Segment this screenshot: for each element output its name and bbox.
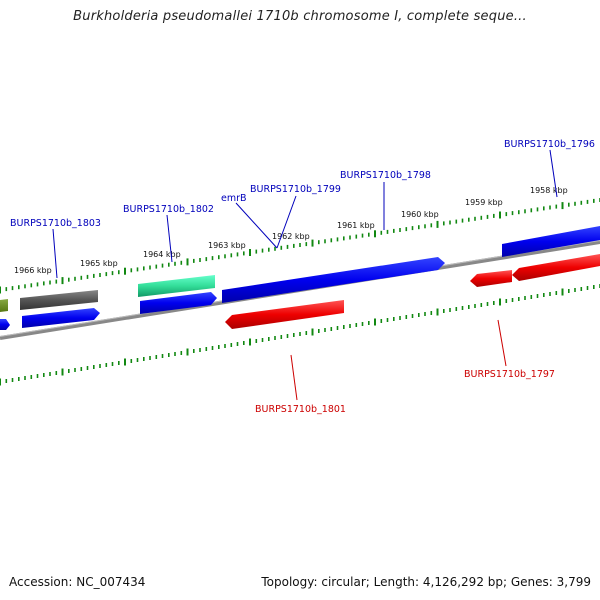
gene-blue-4[interactable] <box>222 257 445 303</box>
gene-teal-emrB-region[interactable] <box>138 275 215 297</box>
kbp-label: 1962 kbp <box>272 232 310 241</box>
gene-olive-left[interactable] <box>0 299 8 312</box>
kbp-label: 1963 kbp <box>208 241 246 250</box>
scale-ticks-lower <box>0 284 600 386</box>
gene-label-1801[interactable]: BURPS1710b_1801 <box>255 404 346 415</box>
gene-gray[interactable] <box>20 290 98 310</box>
gene-label-1802[interactable]: BURPS1710b_1802 <box>123 204 214 215</box>
accession-text: Accession: NC_007434 <box>9 575 146 589</box>
kbp-label: 1958 kbp <box>530 186 568 195</box>
genome-summary-text: Topology: circular; Length: 4,126,292 bp… <box>261 575 591 589</box>
gene-blue-1[interactable] <box>0 319 10 330</box>
gene-label-1799[interactable]: BURPS1710b_1799 <box>250 184 341 195</box>
leader-lines <box>52 149 558 279</box>
gene-label-1796[interactable]: BURPS1710b_1796 <box>504 139 595 150</box>
kbp-label: 1966 kbp <box>14 266 52 275</box>
map-title: Burkholderia pseudomallei 1710b chromoso… <box>73 9 527 24</box>
kbp-label: 1965 kbp <box>80 259 118 268</box>
gene-red-1797[interactable] <box>470 270 512 287</box>
gene-label-emrB[interactable]: emrB <box>221 193 247 204</box>
gene-blue-5[interactable] <box>502 226 600 257</box>
gene-labels: BURPS1710b_1803 BURPS1710b_1802 emrB BUR… <box>10 139 595 415</box>
kbp-label: 1960 kbp <box>401 210 439 219</box>
kbp-label: 1959 kbp <box>465 198 503 207</box>
scale-ticks-upper <box>0 198 600 294</box>
kbp-label: 1964 kbp <box>143 250 181 259</box>
gene-blue-3[interactable] <box>140 292 217 314</box>
gene-label-1798[interactable]: BURPS1710b_1798 <box>340 170 431 181</box>
gene-red-2[interactable] <box>512 254 600 281</box>
gene-label-1803[interactable]: BURPS1710b_1803 <box>10 218 101 229</box>
gene-features <box>0 226 600 330</box>
kbp-label: 1961 kbp <box>337 221 375 230</box>
gene-blue-2[interactable] <box>22 308 100 328</box>
kbp-labels: 1966 kbp 1965 kbp 1964 kbp 1963 kbp 1962… <box>14 186 568 275</box>
gene-label-1797[interactable]: BURPS1710b_1797 <box>464 369 555 380</box>
gene-red-1801[interactable] <box>225 300 344 329</box>
